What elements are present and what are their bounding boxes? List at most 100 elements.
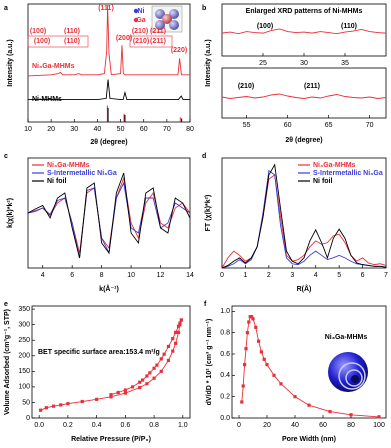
- x-tick-label: 0.4: [92, 422, 102, 429]
- data-point: [176, 324, 181, 328]
- y-tick-label: 50: [22, 399, 30, 406]
- annotation: Ni: [138, 8, 145, 15]
- data-point: [251, 317, 255, 321]
- x-axis-label: k(Å⁻¹): [99, 284, 119, 293]
- x-tick-label: 0.8: [149, 422, 159, 429]
- panel-title: Enlarged XRD patterns of Ni-MHMs: [246, 8, 363, 15]
- x-tick-label: 40: [94, 126, 102, 133]
- data-point: [240, 400, 244, 404]
- x-tick-label: 14: [186, 272, 194, 279]
- plot-frame: [31, 305, 191, 419]
- data-point: [95, 397, 99, 401]
- data-point: [66, 402, 70, 406]
- data-point: [307, 403, 311, 407]
- x-tick-label: 3: [290, 272, 294, 279]
- y-tick-label: 0: [26, 415, 30, 422]
- data-point: [159, 357, 163, 361]
- x-tick-label: 40: [291, 422, 299, 429]
- x-axis-label: Pore Width (nm): [282, 436, 336, 443]
- data-point: [51, 404, 56, 408]
- data-point: [59, 403, 63, 407]
- annotation: (200): [116, 35, 132, 42]
- panel-letter: e: [4, 301, 8, 308]
- data-point: [257, 339, 261, 343]
- x-tick-label: 4: [314, 272, 318, 279]
- panel-letter: d: [202, 153, 206, 160]
- y-axis-label: FT (χ(k)*k²): [205, 195, 212, 232]
- annotation: (210): [238, 83, 254, 90]
- data-point: [254, 325, 258, 329]
- x-tick-label: 0.2: [63, 422, 73, 429]
- y-axis-label: Volume Adsorbed (cm³g⁻¹, STP): [4, 309, 11, 415]
- x-tick-label: 6: [361, 272, 365, 279]
- data-line: [221, 28, 387, 35]
- annotation: (100): [30, 28, 46, 35]
- data-point: [162, 352, 166, 356]
- data-point: [179, 318, 183, 322]
- y-tick-label: 0.6: [220, 351, 230, 358]
- annotation: (210): [132, 28, 148, 35]
- annotation: (210): [133, 38, 149, 45]
- x-tick-label: 60: [284, 122, 292, 129]
- annotation: (211): [150, 38, 166, 45]
- x-tick-label: 6: [70, 272, 74, 279]
- y-axis-label: dV/dD * 10² (cm³ g⁻¹ nm⁻¹): [206, 319, 213, 406]
- x-tick-label: 25: [259, 60, 267, 67]
- legend-label: Ni₃Ga-MHMs: [313, 162, 356, 169]
- y-tick-label: 1.0: [220, 308, 230, 315]
- x-axis-label: 2θ (degree): [90, 139, 127, 146]
- x-tick-label: 8: [100, 272, 104, 279]
- data-line: [28, 79, 190, 101]
- x-tick-label: 55: [243, 122, 251, 129]
- x-tick-label: 60: [319, 422, 327, 429]
- x-axis-label: Relative Pressure (P/P₀): [71, 436, 151, 443]
- y-axis-label: Intensity (a.u.): [205, 39, 212, 86]
- data-point: [109, 395, 113, 399]
- data-point: [138, 380, 142, 384]
- plot-frame: [231, 305, 387, 419]
- data-point: [272, 373, 276, 377]
- x-tick-label: 4: [41, 272, 45, 279]
- plot-frame: [27, 3, 191, 123]
- y-axis-label: Intensity (a.u.): [7, 39, 14, 86]
- annotation: (211): [150, 28, 166, 35]
- data-point: [109, 393, 113, 397]
- plot-frame: [221, 157, 387, 269]
- data-point: [148, 371, 152, 375]
- x-tick-label: 60: [140, 126, 148, 133]
- annotation: (110): [64, 28, 80, 35]
- panel-letter: a: [4, 5, 8, 12]
- x-axis-label: 2θ (degree): [285, 137, 322, 144]
- series-label: Ni-MHMs: [32, 96, 62, 103]
- data-point: [145, 382, 149, 386]
- data-point: [279, 382, 283, 386]
- y-axis-label: k(χ(k)*k²): [7, 198, 14, 228]
- data-line: [221, 93, 387, 99]
- data-point: [265, 363, 269, 367]
- data-point: [243, 363, 247, 367]
- data-point: [176, 330, 181, 335]
- data-point: [152, 376, 156, 380]
- legend-dot: [133, 17, 139, 23]
- data-point: [155, 363, 159, 367]
- annotation: (220): [171, 47, 187, 54]
- annotation: (110): [64, 38, 80, 45]
- data-point: [123, 391, 127, 395]
- y-tick-label: 300: [18, 322, 30, 329]
- data-point: [159, 369, 163, 373]
- data-point: [138, 385, 142, 390]
- data-line: [221, 163, 387, 269]
- data-point: [116, 390, 120, 395]
- legend-label: S-Intermetallic Ni₃Ga: [47, 170, 117, 177]
- y-tick-label: 200: [18, 353, 30, 360]
- x-tick-label: 70: [366, 122, 374, 129]
- x-tick-label: 30: [300, 60, 308, 67]
- data-point: [166, 344, 171, 349]
- data-point: [39, 408, 43, 412]
- series-label: Ni₃Ga-MHMs: [32, 63, 75, 70]
- legend-label: Ni₃Ga-MHMs: [47, 162, 90, 169]
- x-tick-label: 70: [163, 126, 171, 133]
- data-point: [349, 413, 353, 417]
- x-tick-label: 50: [117, 126, 125, 133]
